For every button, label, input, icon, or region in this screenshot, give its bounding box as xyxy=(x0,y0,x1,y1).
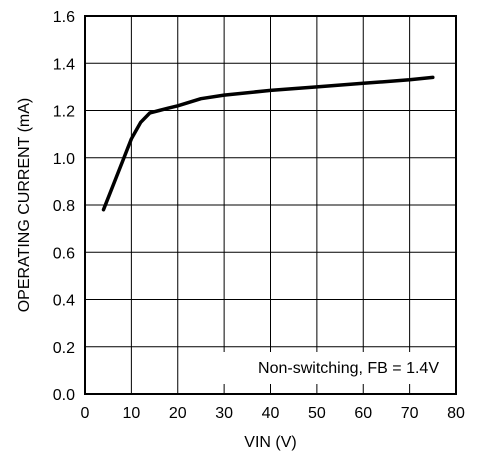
y-tick-label: 0.8 xyxy=(53,198,75,215)
y-tick-label: 0.2 xyxy=(53,340,75,357)
x-tick-labels: 0 10 20 30 40 50 60 70 80 xyxy=(81,405,465,422)
x-tick-label: 40 xyxy=(262,405,280,422)
annotation-background xyxy=(200,352,440,384)
grid xyxy=(85,16,456,394)
x-tick-label: 70 xyxy=(401,405,419,422)
y-tick-labels: 0.0 0.2 0.4 0.6 0.8 1.0 1.2 1.4 1.6 xyxy=(53,9,75,404)
y-axis-label: OPERATING CURRENT (mA) xyxy=(16,98,33,313)
y-tick-label: 0.4 xyxy=(53,293,75,310)
x-axis-label: VIN (V) xyxy=(244,434,296,451)
x-tick-label: 50 xyxy=(308,405,326,422)
x-tick-label: 0 xyxy=(81,405,90,422)
y-tick-label: 1.4 xyxy=(53,56,75,73)
y-tick-label: 1.6 xyxy=(53,9,75,26)
y-tick-label: 0.0 xyxy=(53,387,75,404)
x-tick-label: 30 xyxy=(215,405,233,422)
annotation-label: Non-switching, FB = 1.4V xyxy=(258,360,439,377)
plot-frame xyxy=(84,15,457,395)
y-tick-label: 1.2 xyxy=(53,104,75,121)
x-tick-label: 10 xyxy=(122,405,140,422)
x-tick-label: 20 xyxy=(169,405,187,422)
series-line xyxy=(101,75,435,212)
y-tick-label: 1.0 xyxy=(53,151,75,168)
y-tick-label: 0.6 xyxy=(53,245,75,262)
x-tick-label: 80 xyxy=(447,405,465,422)
x-tick-label: 60 xyxy=(354,405,372,422)
series-layer xyxy=(101,75,435,212)
